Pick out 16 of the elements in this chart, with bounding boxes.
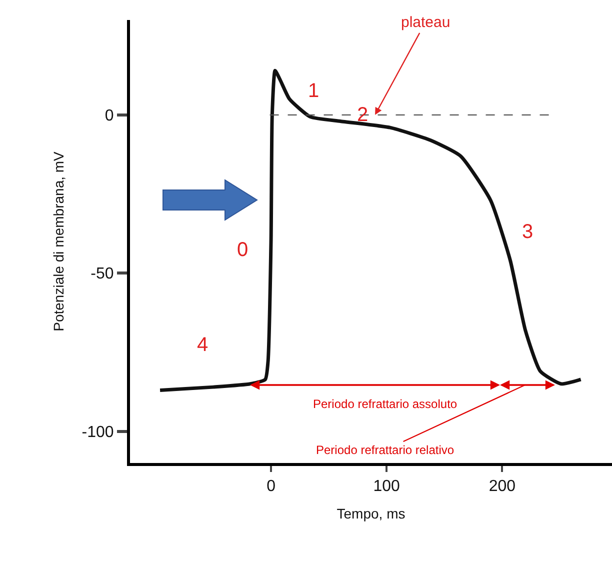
y-tick-label: 0 <box>104 108 114 125</box>
y-axis-title: Potenziale di membrana, mV <box>50 150 66 332</box>
annotation: 0 <box>237 239 248 261</box>
annotation: 3 <box>522 221 534 243</box>
annotation: Periodo refrattario assoluto <box>313 397 458 411</box>
x-axis-title: Tempo, ms <box>336 506 406 522</box>
annotation: Periodo refrattario relativo <box>316 443 454 457</box>
annotation: plateau <box>401 14 450 31</box>
x-tick-label: 0 <box>266 478 276 496</box>
line-series <box>158 68 583 392</box>
x-tick-label: 100 <box>373 478 400 496</box>
x-tick-label: 200 <box>488 478 516 496</box>
y-tick-label: -100 <box>82 424 114 441</box>
annotation: 4 <box>197 334 208 356</box>
annotation: 1 <box>308 80 320 102</box>
y-tick-label: -50 <box>90 266 114 283</box>
